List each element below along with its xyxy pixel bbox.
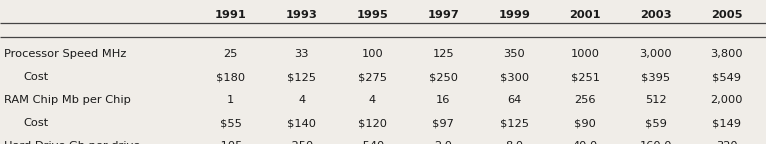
- Text: $300: $300: [499, 72, 529, 82]
- Text: Cost: Cost: [23, 72, 48, 82]
- Text: $549: $549: [712, 72, 741, 82]
- Text: 40.0: 40.0: [572, 141, 597, 144]
- Text: $395: $395: [641, 72, 670, 82]
- Text: 2,000: 2,000: [711, 95, 743, 105]
- Text: 125: 125: [433, 49, 454, 59]
- Text: $149: $149: [712, 118, 741, 128]
- Text: 3,800: 3,800: [710, 49, 743, 59]
- Text: $275: $275: [358, 72, 387, 82]
- Text: 3,000: 3,000: [640, 49, 673, 59]
- Text: $251: $251: [571, 72, 600, 82]
- Text: 320: 320: [716, 141, 738, 144]
- Text: 33: 33: [294, 49, 309, 59]
- Text: $97: $97: [432, 118, 454, 128]
- Text: .250: .250: [289, 141, 314, 144]
- Text: 1999: 1999: [498, 10, 530, 20]
- Text: $120: $120: [358, 118, 387, 128]
- Text: 2.0: 2.0: [434, 141, 452, 144]
- Text: 350: 350: [503, 49, 525, 59]
- Text: $250: $250: [429, 72, 458, 82]
- Text: .105: .105: [218, 141, 244, 144]
- Text: .540: .540: [360, 141, 385, 144]
- Text: 25: 25: [224, 49, 238, 59]
- Text: Hard Drive Gb per drive: Hard Drive Gb per drive: [4, 141, 140, 144]
- Text: 512: 512: [645, 95, 666, 105]
- Text: 1995: 1995: [357, 10, 388, 20]
- Text: 2001: 2001: [569, 10, 601, 20]
- Text: 1000: 1000: [571, 49, 600, 59]
- Text: $125: $125: [499, 118, 529, 128]
- Text: RAM Chip Mb per Chip: RAM Chip Mb per Chip: [4, 95, 131, 105]
- Text: 4: 4: [369, 95, 376, 105]
- Text: 2005: 2005: [711, 10, 742, 20]
- Text: 1993: 1993: [286, 10, 318, 20]
- Text: 64: 64: [507, 95, 522, 105]
- Text: $59: $59: [645, 118, 667, 128]
- Text: 1: 1: [228, 95, 234, 105]
- Text: Cost: Cost: [23, 118, 48, 128]
- Text: 1991: 1991: [215, 10, 247, 20]
- Text: 160.0: 160.0: [640, 141, 672, 144]
- Text: 16: 16: [436, 95, 450, 105]
- Text: 4: 4: [298, 95, 305, 105]
- Text: 8.0: 8.0: [505, 141, 523, 144]
- Text: $180: $180: [216, 72, 245, 82]
- Text: $140: $140: [287, 118, 316, 128]
- Text: 256: 256: [574, 95, 596, 105]
- Text: 100: 100: [362, 49, 383, 59]
- Text: $55: $55: [220, 118, 242, 128]
- Text: Processor Speed MHz: Processor Speed MHz: [4, 49, 126, 59]
- Text: 2003: 2003: [640, 10, 672, 20]
- Text: 1997: 1997: [427, 10, 459, 20]
- Text: $125: $125: [287, 72, 316, 82]
- Text: $90: $90: [574, 118, 596, 128]
